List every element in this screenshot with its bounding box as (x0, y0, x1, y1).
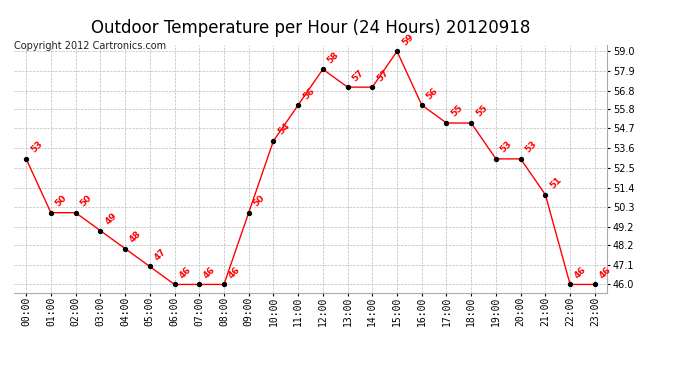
Point (144, 264, 155, 270)
Text: 48: 48 (128, 229, 143, 244)
Text: 54: 54 (276, 122, 291, 137)
Text: 46: 46 (598, 265, 613, 280)
Text: 46: 46 (227, 265, 242, 280)
Text: 59: 59 (400, 32, 415, 47)
Text: 56: 56 (424, 86, 440, 101)
Point (441, 120, 452, 126)
Text: Temperature (°F): Temperature (°F) (533, 29, 640, 39)
Point (342, 84, 353, 90)
Text: 46: 46 (202, 265, 217, 280)
Text: 50: 50 (54, 194, 69, 208)
Point (21, 156, 32, 162)
Text: 51: 51 (548, 176, 563, 190)
Text: 55: 55 (449, 104, 464, 119)
Point (119, 246, 130, 252)
Point (540, 192, 551, 198)
Point (268, 138, 279, 144)
Text: 53: 53 (29, 140, 44, 155)
Point (169, 281, 180, 287)
Point (95, 228, 106, 234)
Point (466, 120, 477, 126)
Point (416, 102, 427, 108)
Point (194, 281, 205, 287)
Point (70, 210, 81, 216)
Point (293, 102, 304, 108)
Text: 53: 53 (499, 140, 514, 155)
Text: Copyright 2012 Cartronics.com: Copyright 2012 Cartronics.com (14, 41, 166, 51)
Text: 57: 57 (375, 68, 391, 83)
Text: 55: 55 (474, 104, 489, 119)
Text: 46: 46 (177, 265, 193, 280)
Point (515, 156, 526, 162)
Point (46, 210, 57, 216)
Point (243, 210, 254, 216)
Text: 57: 57 (351, 68, 366, 83)
Point (367, 84, 378, 90)
Text: 56: 56 (301, 86, 316, 101)
Text: 53: 53 (524, 140, 539, 155)
Text: 46: 46 (573, 265, 588, 280)
Text: 50: 50 (79, 194, 94, 208)
Point (219, 281, 230, 287)
Point (317, 66, 328, 72)
Text: Outdoor Temperature per Hour (24 Hours) 20120918: Outdoor Temperature per Hour (24 Hours) … (91, 19, 530, 37)
Text: 47: 47 (152, 247, 168, 262)
Text: 58: 58 (326, 50, 341, 65)
Point (391, 48, 402, 54)
Text: 49: 49 (103, 211, 119, 226)
Point (589, 281, 600, 287)
Point (491, 156, 502, 162)
Point (564, 281, 575, 287)
Text: 50: 50 (251, 194, 266, 208)
